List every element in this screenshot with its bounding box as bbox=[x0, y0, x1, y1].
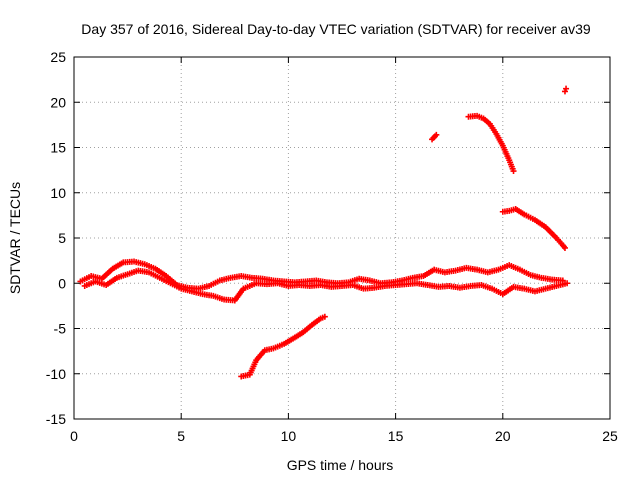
y-tick-label: -15 bbox=[46, 411, 66, 427]
data-point bbox=[433, 131, 440, 138]
x-tick-label: 15 bbox=[388, 428, 404, 444]
series-isolated-23h bbox=[561, 85, 570, 95]
series-isolated-16h bbox=[429, 131, 440, 143]
series-main-band-lower bbox=[81, 267, 571, 304]
chart-title: Day 357 of 2016, Sidereal Day-to-day VTE… bbox=[81, 21, 591, 37]
tick-labels: 0 5 10 15 20 25 -15 -10 -5 0 5 10 15 20 25 bbox=[46, 49, 618, 444]
data-points bbox=[77, 85, 571, 380]
grid-lines bbox=[74, 57, 610, 419]
data-point bbox=[564, 280, 571, 287]
y-tick-label: 25 bbox=[50, 49, 66, 65]
y-tick-label: 10 bbox=[50, 185, 66, 201]
series-negative-arc bbox=[238, 313, 328, 380]
x-axis-label: GPS time / hours bbox=[287, 457, 394, 473]
series-mid-arc bbox=[499, 206, 568, 251]
y-tick-label: -10 bbox=[46, 366, 66, 382]
y-tick-label: 0 bbox=[58, 275, 66, 291]
data-point bbox=[561, 244, 568, 251]
x-tick-label: 5 bbox=[177, 428, 185, 444]
y-tick-label: 5 bbox=[58, 230, 66, 246]
y-tick-label: 20 bbox=[50, 94, 66, 110]
data-point bbox=[510, 168, 517, 175]
x-tick-label: 10 bbox=[281, 428, 297, 444]
x-tick-label: 0 bbox=[70, 428, 78, 444]
x-tick-label: 20 bbox=[495, 428, 511, 444]
y-tick-label: 15 bbox=[50, 140, 66, 156]
data-point bbox=[563, 85, 570, 92]
y-axis-label: SDTVAR / TECUs bbox=[7, 182, 23, 294]
y-tick-label: -5 bbox=[54, 321, 67, 337]
data-point bbox=[321, 313, 328, 320]
x-tick-label: 25 bbox=[602, 428, 618, 444]
series-high-arc bbox=[465, 112, 517, 175]
